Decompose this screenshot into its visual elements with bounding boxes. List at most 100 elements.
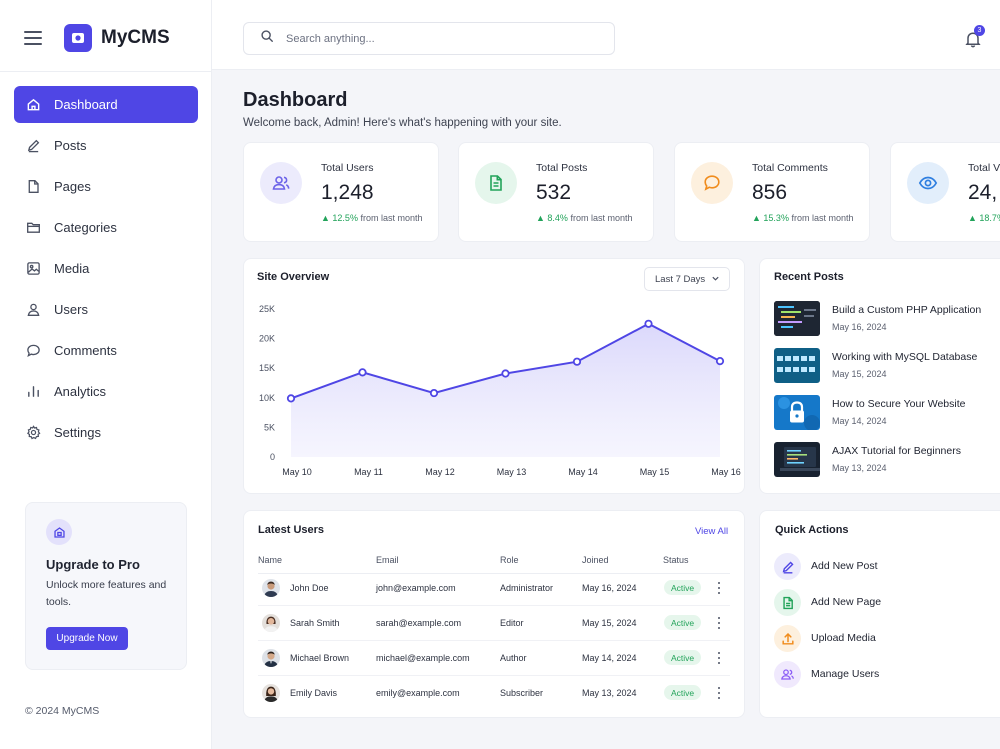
stat-change: 8.4% <box>547 213 568 223</box>
stat-change-suffix: from last month <box>791 213 854 223</box>
home-icon <box>25 97 41 113</box>
avatar <box>262 579 280 597</box>
upgrade-now-button[interactable]: Upgrade Now <box>46 627 128 650</box>
user-role: Subscriber <box>500 688 544 698</box>
more-options-icon[interactable] <box>716 685 722 701</box>
quick-action-upload-media[interactable]: Upload Media <box>774 625 994 653</box>
chart-data-point[interactable] <box>715 356 725 366</box>
quick-action-add-new-post[interactable]: Add New Post <box>774 553 994 581</box>
view-all-link[interactable]: View All <box>695 526 729 537</box>
upgrade-text: Unlock more features and tools. <box>46 579 167 608</box>
sidebar-item-label: Users <box>54 302 88 317</box>
upgrade-title: Upgrade to Pro <box>46 557 140 572</box>
table-row[interactable]: Emily Davis emily@example.com Subscriber… <box>258 676 730 711</box>
trend-up-icon: ▲ <box>968 213 980 223</box>
user-role: Author <box>500 653 527 663</box>
avatar <box>262 649 280 667</box>
trend-up-icon: ▲ <box>321 213 333 223</box>
sidebar-item-comments[interactable]: Comments <box>14 332 198 369</box>
pencil-icon <box>25 138 41 154</box>
more-options-icon[interactable] <box>716 650 722 666</box>
table-row[interactable]: Sarah Smith sarah@example.com Editor May… <box>258 606 730 641</box>
user-icon <box>25 302 41 318</box>
dropdown-value: Last 7 Days <box>655 273 706 285</box>
chart-data-point[interactable] <box>501 369 510 378</box>
chart-data-point[interactable] <box>429 388 439 398</box>
chart-data-point[interactable] <box>286 394 296 403</box>
image-icon <box>25 261 41 277</box>
post-title: Build a Custom PHP Application <box>832 304 982 316</box>
sidebar-item-pages[interactable]: Pages <box>14 168 198 205</box>
recent-post-item[interactable]: Build a Custom PHP Application May 16, 2… <box>774 301 1000 339</box>
stat-card-users[interactable]: Total Users 1,248 ▲ 12.5% from last mont… <box>243 142 439 242</box>
y-tick-label: 25K <box>259 304 275 314</box>
table-row[interactable]: John Doe john@example.com Administrator … <box>258 571 730 606</box>
user-name: Sarah Smith <box>290 618 340 628</box>
search-box[interactable] <box>243 22 615 55</box>
more-options-icon[interactable] <box>716 580 722 596</box>
post-thumbnail <box>774 442 820 477</box>
stat-label: Total Users <box>321 162 374 174</box>
comment-icon <box>691 162 733 204</box>
pencil-icon <box>774 553 801 580</box>
quick-action-manage-users[interactable]: Manage Users <box>774 661 994 689</box>
user-email: john@example.com <box>376 583 456 593</box>
table-header-divider <box>258 573 730 574</box>
post-thumbnail <box>774 348 820 383</box>
app-name: MyCMS <box>101 27 170 48</box>
stat-change: 18.7% <box>979 213 1000 223</box>
post-date: May 14, 2024 <box>832 416 887 426</box>
shop-icon <box>46 519 72 545</box>
more-options-icon[interactable] <box>716 615 722 631</box>
sidebar-item-analytics[interactable]: Analytics <box>14 373 198 410</box>
sidebar-item-posts[interactable]: Posts <box>14 127 198 164</box>
user-joined: May 15, 2024 <box>582 618 637 628</box>
stat-value: 24, <box>968 181 998 204</box>
column-header-status: Status <box>663 555 689 565</box>
post-date: May 15, 2024 <box>832 369 887 379</box>
upload-icon <box>774 625 801 652</box>
user-role: Editor <box>500 618 524 628</box>
user-name: John Doe <box>290 583 329 593</box>
page-title: Dashboard <box>243 89 348 111</box>
quick-action-label: Add New Page <box>811 596 882 608</box>
user-joined: May 14, 2024 <box>582 653 637 663</box>
user-email: emily@example.com <box>376 688 460 698</box>
search-input[interactable] <box>286 32 586 45</box>
user-joined: May 16, 2024 <box>582 583 637 593</box>
sidebar-item-users[interactable]: Users <box>14 291 198 328</box>
chart-area-fill <box>291 323 720 457</box>
recent-post-item[interactable]: Working with MySQL Database May 15, 2024 <box>774 348 1000 386</box>
sidebar-item-dashboard[interactable]: Dashboard <box>14 86 198 123</box>
user-email: sarah@example.com <box>376 618 462 628</box>
stat-card-views[interactable]: Total V 24, ▲ 18.7% <box>890 142 1000 242</box>
recent-post-item[interactable]: How to Secure Your Website May 14, 2024 <box>774 395 1000 433</box>
card-title: Site Overview <box>257 271 330 283</box>
recent-posts-card: Recent Posts Build a Custom PHP Applicat… <box>759 258 1000 494</box>
sidebar-item-categories[interactable]: Categories <box>14 209 198 246</box>
chart-data-point[interactable] <box>358 368 367 377</box>
folder-icon <box>25 220 41 236</box>
eye-icon <box>907 162 949 204</box>
stat-trend: ▲ 8.4% from last month <box>536 213 632 223</box>
x-tick-label: May 15 <box>640 467 670 477</box>
stat-card-posts[interactable]: Total Posts 532 ▲ 8.4% from last month <box>458 142 654 242</box>
document-icon <box>774 589 801 616</box>
stat-card-comments[interactable]: Total Comments 856 ▲ 15.3% from last mon… <box>674 142 870 242</box>
table-row[interactable]: Michael Brown michael@example.com Author… <box>258 641 730 676</box>
copyright: © 2024 MyCMS <box>25 705 100 717</box>
sidebar-item-media[interactable]: Media <box>14 250 198 287</box>
chart-data-point[interactable] <box>572 357 582 366</box>
bell-icon[interactable] <box>964 30 982 48</box>
x-tick-label: May 11 <box>354 467 383 477</box>
recent-post-item[interactable]: AJAX Tutorial for Beginners May 13, 2024 <box>774 442 1000 480</box>
quick-action-add-new-page[interactable]: Add New Page <box>774 589 994 617</box>
hamburger-menu-icon[interactable] <box>24 31 42 45</box>
sidebar-item-label: Media <box>54 261 90 276</box>
sidebar-item-label: Pages <box>54 179 91 194</box>
date-range-dropdown[interactable]: Last 7 Days <box>644 267 730 291</box>
chart-data-point[interactable] <box>644 319 653 328</box>
sidebar-item-settings[interactable]: Settings <box>14 414 198 451</box>
user-role: Administrator <box>500 583 554 593</box>
status-badge: Active <box>664 650 702 665</box>
